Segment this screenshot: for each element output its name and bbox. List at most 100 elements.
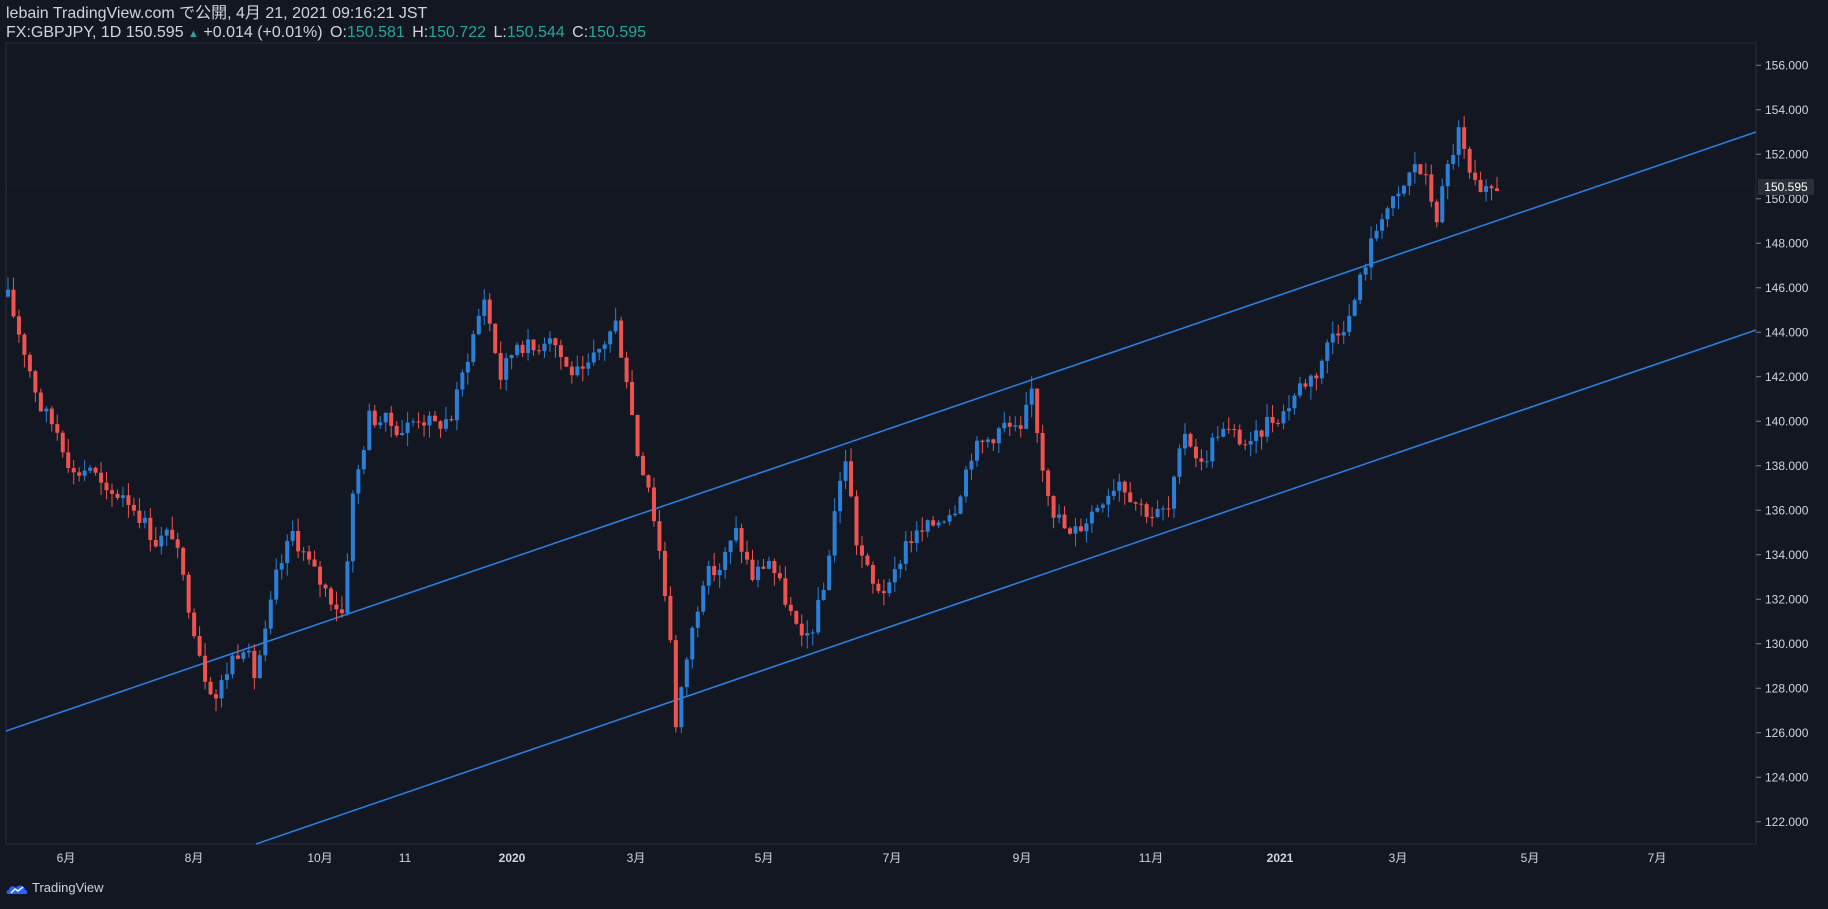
candle-body	[1007, 422, 1012, 427]
time-axis[interactable]: 6月 8月 10月 11 2020 3月 5月 7月 9月 11月 2021 3月 5月 7月	[57, 851, 1667, 865]
candle-body	[181, 547, 186, 575]
candle-body	[66, 452, 71, 469]
open-label: O:	[330, 24, 347, 41]
candle-body	[1418, 164, 1423, 175]
candle-body	[1440, 186, 1445, 223]
candle-body	[361, 450, 366, 470]
x-tick-label: 2020	[499, 851, 526, 865]
y-tick-label: 156.000	[1765, 58, 1809, 72]
candle-body	[876, 583, 881, 592]
candle-body	[991, 439, 996, 444]
candle-body	[717, 570, 722, 576]
candle-body	[323, 584, 328, 589]
candle-body	[1199, 458, 1204, 462]
candle-body	[827, 555, 832, 591]
candle-body	[892, 569, 897, 583]
candle-body	[668, 596, 673, 641]
candle-body	[958, 496, 963, 514]
candle-body	[443, 419, 448, 429]
candle-body	[350, 493, 355, 562]
upper-trendline	[5, 131, 1757, 732]
candle-body	[454, 389, 459, 421]
candle-body	[142, 517, 147, 523]
candle-body	[22, 334, 27, 355]
candle-body	[1144, 504, 1149, 518]
candle-body	[963, 469, 968, 497]
candle-body	[1473, 172, 1478, 180]
candle-body	[164, 529, 169, 536]
candle-body	[515, 344, 520, 355]
x-tick-label: 11	[399, 851, 412, 865]
candle-body	[712, 566, 717, 576]
candle-body	[1270, 416, 1275, 423]
candle-body	[624, 357, 629, 382]
candle-body	[1035, 388, 1040, 434]
candle-body	[799, 623, 804, 636]
candle-body	[1259, 430, 1264, 437]
candle-body	[498, 353, 503, 380]
candle-body	[1286, 408, 1291, 412]
candle-body	[82, 470, 87, 476]
candle-body	[60, 432, 65, 453]
x-tick-label: 6月	[57, 851, 76, 865]
y-tick-label: 144.000	[1765, 325, 1809, 339]
candle-body	[821, 590, 826, 600]
y-tick-label: 140.000	[1765, 414, 1809, 428]
candle-body	[487, 299, 492, 324]
candle-body	[816, 599, 821, 633]
symbol-label[interactable]: FX:GBPJPY, 1D 150.595	[6, 24, 184, 41]
candle-body	[1040, 433, 1045, 471]
candle-body	[1002, 422, 1007, 429]
change-up-icon: ▲	[188, 28, 199, 40]
candle-body	[268, 599, 273, 629]
candle-body	[1188, 433, 1193, 447]
candle-body	[296, 530, 301, 552]
candle-body	[422, 422, 427, 426]
candle-body	[257, 655, 262, 678]
candle-body	[1489, 186, 1494, 189]
candle-body	[1369, 238, 1374, 268]
candle-body	[602, 344, 607, 349]
price-axis[interactable]: 122.000 124.000 126.000 128.000 130.000 132.0…	[1756, 58, 1809, 829]
candle-body	[509, 354, 514, 359]
candle-body	[110, 490, 115, 494]
candle-body	[1462, 127, 1467, 149]
x-tick-label: 10月	[307, 851, 332, 865]
candle-body	[750, 559, 755, 580]
candle-body	[1051, 496, 1056, 518]
candle-body	[1237, 429, 1242, 445]
candle-body	[1412, 164, 1417, 173]
candle-body	[252, 650, 257, 678]
candle-body	[214, 694, 219, 699]
candle-body	[274, 569, 279, 600]
tradingview-logo[interactable]: TradingView	[6, 880, 104, 895]
candle-body	[235, 655, 240, 659]
candle-body	[1073, 526, 1078, 534]
candle-body	[1303, 383, 1308, 387]
candle-body	[558, 345, 563, 358]
symbol-legend: FX:GBPJPY, 1D 150.595 ▲ +0.014 (+0.01%) …	[6, 23, 646, 44]
candle-body	[909, 541, 914, 543]
candle-body	[931, 520, 936, 526]
candlestick-series	[6, 115, 1499, 734]
candle-body	[1292, 395, 1297, 409]
candle-body	[1330, 333, 1335, 343]
candle-body	[1210, 437, 1215, 462]
trendline-channel[interactable]	[5, 131, 1757, 845]
candle-body	[504, 358, 509, 380]
candle-body	[657, 521, 662, 551]
candle-body	[1297, 383, 1302, 396]
candle-body	[1407, 172, 1412, 186]
candle-body	[1423, 174, 1428, 176]
candle-body	[1347, 315, 1352, 333]
candle-body	[471, 334, 476, 362]
candle-body	[307, 551, 312, 560]
candle-body	[953, 513, 958, 516]
candle-body	[131, 504, 136, 511]
candle-body	[695, 611, 700, 628]
y-tick-label: 132.000	[1765, 592, 1809, 606]
candle-body	[137, 510, 142, 523]
candle-body	[1013, 425, 1018, 427]
candle-body	[334, 604, 339, 610]
